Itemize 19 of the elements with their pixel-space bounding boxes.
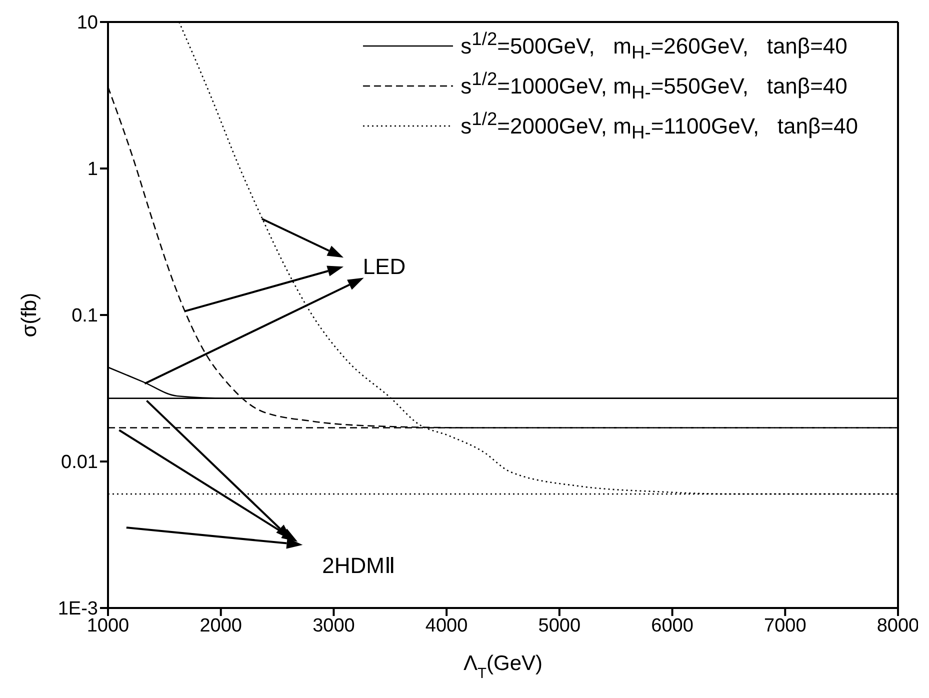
y-tick-label: 0.01	[61, 452, 98, 474]
x-tick-label: 8000	[876, 615, 920, 636]
x-tick-label: 3000	[312, 615, 355, 636]
x-axis-title: Λ$_{T}$(GeV)	[463, 652, 543, 682]
y-tick-label: 1	[87, 159, 98, 180]
x-tick-label: 5000	[538, 615, 581, 636]
legend-label: s$^{1/2}$=2000GeV, m$_{H-}$=1100GeV, tanβ=40	[460, 108, 858, 144]
x-tick-label: 6000	[651, 615, 694, 636]
x-tick-label: 1000	[86, 615, 130, 636]
x-tick-label: 7000	[764, 615, 806, 636]
annotation: LED	[362, 254, 406, 279]
x-tick-label: 4000	[425, 615, 468, 636]
legend-label: s$^{1/2}$=500GeV, m$_{H-}$=260GeV, tanβ=40	[460, 28, 848, 64]
legend-label: s$^{1/2}$=1000GeV, m$_{H-}$=550GeV, tanβ=40	[460, 68, 848, 104]
y-tick-label: 0.1	[72, 306, 98, 327]
y-axis-title: σ(fb)	[18, 292, 41, 338]
y-tick-label: 10	[76, 12, 98, 34]
annotation: 2HDMⅡ	[322, 552, 396, 578]
x-tick-label: 2000	[200, 615, 242, 636]
